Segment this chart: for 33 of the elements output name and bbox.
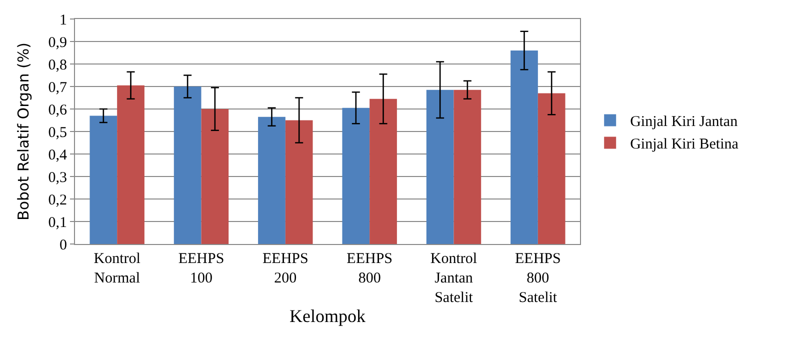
y-tick-label: 0,2 bbox=[48, 192, 67, 208]
y-tick-label: 0,5 bbox=[48, 124, 67, 141]
bar bbox=[510, 50, 538, 244]
bar bbox=[258, 116, 286, 244]
x-axis-title: Kelompok bbox=[290, 306, 366, 326]
x-tick-label: Kontrol Jantan Satelit bbox=[430, 251, 478, 306]
y-tick-label: 0,7 bbox=[48, 80, 68, 96]
legend-label: Ginjal Kiri Betina bbox=[630, 136, 739, 153]
x-tick-label: EEHPS 800 bbox=[346, 251, 392, 286]
bar bbox=[454, 90, 482, 244]
y-tick-label: 0 bbox=[60, 237, 67, 254]
y-tick-label: 0,6 bbox=[48, 102, 68, 118]
bar bbox=[201, 109, 229, 244]
x-tick-label: EEHPS 200 bbox=[262, 251, 308, 286]
bar bbox=[538, 93, 566, 244]
y-tick-label: 0,4 bbox=[48, 147, 68, 164]
x-tick-label: EEHPS 800 Satelit bbox=[515, 251, 561, 306]
legend-label: Ginjal Kiri Jantan bbox=[630, 114, 738, 130]
y-tick-label: 0,8 bbox=[48, 57, 67, 74]
bar bbox=[174, 86, 202, 244]
bar bbox=[285, 120, 313, 244]
y-tick-label: 1 bbox=[60, 12, 67, 28]
y-tick-label: 0,9 bbox=[48, 34, 67, 51]
bar bbox=[342, 108, 370, 244]
x-tick-label: EEHPS 100 bbox=[178, 251, 224, 286]
y-axis-title: Bobot Relatif Organ (%) bbox=[14, 42, 32, 220]
x-tick-label: Kontrol Normal bbox=[94, 251, 140, 286]
bar bbox=[426, 90, 454, 244]
bar bbox=[117, 85, 144, 244]
bar bbox=[370, 98, 397, 244]
y-tick-label: 0,3 bbox=[48, 170, 67, 186]
y-tick-label: 0,1 bbox=[48, 214, 67, 231]
bar bbox=[90, 116, 118, 244]
